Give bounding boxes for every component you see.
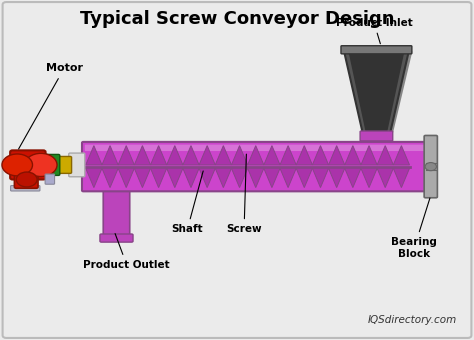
FancyBboxPatch shape xyxy=(341,46,412,54)
Polygon shape xyxy=(118,168,134,188)
Polygon shape xyxy=(134,168,151,188)
Text: Shaft: Shaft xyxy=(172,171,203,234)
Polygon shape xyxy=(199,146,215,165)
Polygon shape xyxy=(280,146,296,165)
Circle shape xyxy=(425,163,437,171)
Circle shape xyxy=(16,172,37,187)
Polygon shape xyxy=(264,168,280,188)
Polygon shape xyxy=(134,146,151,165)
Polygon shape xyxy=(328,168,345,188)
Polygon shape xyxy=(167,146,183,165)
Polygon shape xyxy=(296,146,312,165)
Polygon shape xyxy=(264,146,280,165)
Polygon shape xyxy=(102,146,118,165)
Text: Product Outlet: Product Outlet xyxy=(83,234,170,270)
Polygon shape xyxy=(231,146,247,165)
Polygon shape xyxy=(151,146,167,165)
FancyBboxPatch shape xyxy=(45,174,55,184)
Polygon shape xyxy=(215,168,231,188)
Text: Bearing
Block: Bearing Block xyxy=(392,198,437,259)
FancyBboxPatch shape xyxy=(424,135,438,198)
Polygon shape xyxy=(280,168,296,188)
Text: Product Inlet: Product Inlet xyxy=(336,18,412,44)
Polygon shape xyxy=(183,168,199,188)
Polygon shape xyxy=(345,168,361,188)
Polygon shape xyxy=(347,51,412,136)
Text: Motor: Motor xyxy=(18,64,82,149)
FancyBboxPatch shape xyxy=(100,234,133,242)
Polygon shape xyxy=(102,168,118,188)
FancyBboxPatch shape xyxy=(42,154,60,175)
FancyBboxPatch shape xyxy=(2,2,472,338)
Polygon shape xyxy=(183,146,199,165)
Polygon shape xyxy=(199,168,215,188)
Polygon shape xyxy=(312,146,328,165)
Polygon shape xyxy=(377,168,393,188)
Text: IQSdirectory.com: IQSdirectory.com xyxy=(367,315,457,325)
Polygon shape xyxy=(393,146,410,165)
Polygon shape xyxy=(393,168,410,188)
Polygon shape xyxy=(86,146,102,165)
Circle shape xyxy=(2,154,33,176)
Polygon shape xyxy=(343,48,410,136)
FancyBboxPatch shape xyxy=(14,170,38,188)
Polygon shape xyxy=(348,50,405,133)
FancyBboxPatch shape xyxy=(10,186,40,191)
FancyBboxPatch shape xyxy=(57,156,72,173)
Polygon shape xyxy=(345,146,361,165)
Polygon shape xyxy=(86,168,102,188)
FancyBboxPatch shape xyxy=(69,153,85,177)
Polygon shape xyxy=(151,168,167,188)
Polygon shape xyxy=(247,146,264,165)
FancyBboxPatch shape xyxy=(103,189,130,239)
FancyBboxPatch shape xyxy=(360,131,393,141)
Polygon shape xyxy=(377,146,393,165)
Polygon shape xyxy=(328,146,345,165)
Polygon shape xyxy=(361,146,377,165)
Text: Screw: Screw xyxy=(226,154,262,234)
Polygon shape xyxy=(118,146,134,165)
FancyBboxPatch shape xyxy=(85,144,427,151)
FancyBboxPatch shape xyxy=(10,150,46,180)
Polygon shape xyxy=(296,168,312,188)
Polygon shape xyxy=(167,168,183,188)
FancyBboxPatch shape xyxy=(82,142,430,191)
Polygon shape xyxy=(361,168,377,188)
Text: Typical Screw Conveyor Design: Typical Screw Conveyor Design xyxy=(80,10,394,28)
Polygon shape xyxy=(215,146,231,165)
Polygon shape xyxy=(247,168,264,188)
Polygon shape xyxy=(312,168,328,188)
Circle shape xyxy=(25,153,57,176)
Polygon shape xyxy=(231,168,247,188)
